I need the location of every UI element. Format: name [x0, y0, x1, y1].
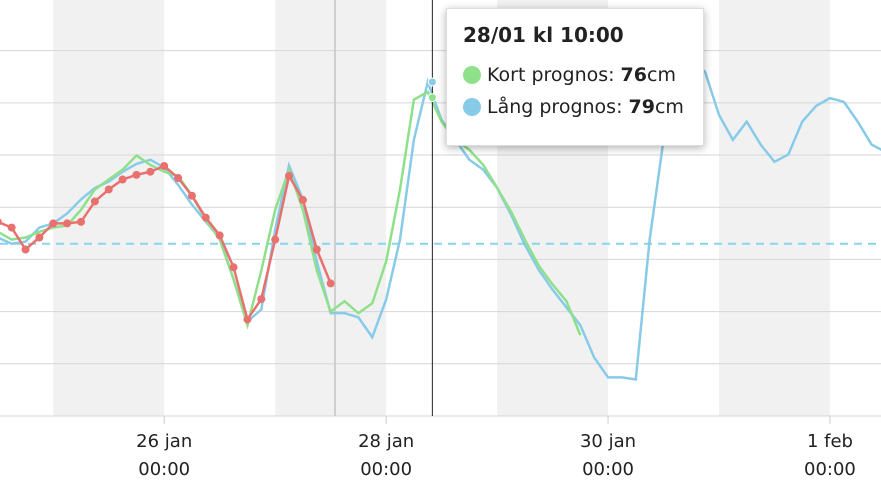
day-band [275, 0, 387, 416]
tooltip-unit: cm [654, 96, 684, 118]
x-tick-label: 1 feb 00:00 [804, 431, 856, 480]
x-tick-label: 28 jan 00:00 [358, 431, 415, 480]
legend-dot [463, 66, 481, 84]
data-point [243, 315, 252, 324]
x-tick-label: 30 jan 00:00 [579, 431, 637, 480]
tooltip-row: Kort prognos: 76 cm [463, 59, 687, 91]
hover-point [427, 93, 437, 103]
tooltip-row: Lång prognos: 79 cm [463, 91, 687, 123]
day-band [53, 0, 165, 416]
tooltip-label: Lång prognos: [487, 96, 623, 118]
tooltip-label: Kort prognos: [487, 64, 615, 86]
data-point [0, 218, 2, 226]
data-point [21, 245, 30, 254]
data-point [312, 245, 321, 254]
data-point [104, 185, 113, 194]
data-point [187, 191, 196, 200]
data-point [160, 161, 169, 170]
data-point [298, 195, 307, 204]
data-point [76, 217, 85, 226]
tooltip-title: 28/01 kl 10:00 [463, 23, 624, 47]
tooltip-value: 79 [628, 96, 655, 118]
data-point [229, 263, 238, 272]
x-tick-label: 26 jan 00:00 [136, 431, 193, 480]
data-point [49, 219, 58, 228]
data-point [35, 233, 44, 242]
data-point [132, 170, 141, 179]
series-line [0, 90, 582, 336]
legend-dot [463, 98, 481, 116]
data-point [326, 279, 335, 288]
data-point [215, 231, 224, 240]
data-point [174, 173, 183, 182]
data-point [90, 197, 99, 206]
data-point [118, 175, 127, 184]
data-point [201, 213, 210, 222]
day-band [719, 0, 830, 416]
tooltip: 28/01 kl 10:00 Kort prognos: 76 cm Lång pro… [446, 8, 704, 146]
hover-point [427, 77, 437, 87]
tooltip-value: 76 [620, 64, 647, 86]
data-point [271, 235, 280, 244]
data-point [63, 219, 72, 228]
data-point [257, 295, 266, 304]
data-point [146, 167, 155, 176]
data-point [285, 171, 294, 180]
tooltip-unit: cm [647, 64, 676, 86]
data-point [7, 223, 16, 232]
